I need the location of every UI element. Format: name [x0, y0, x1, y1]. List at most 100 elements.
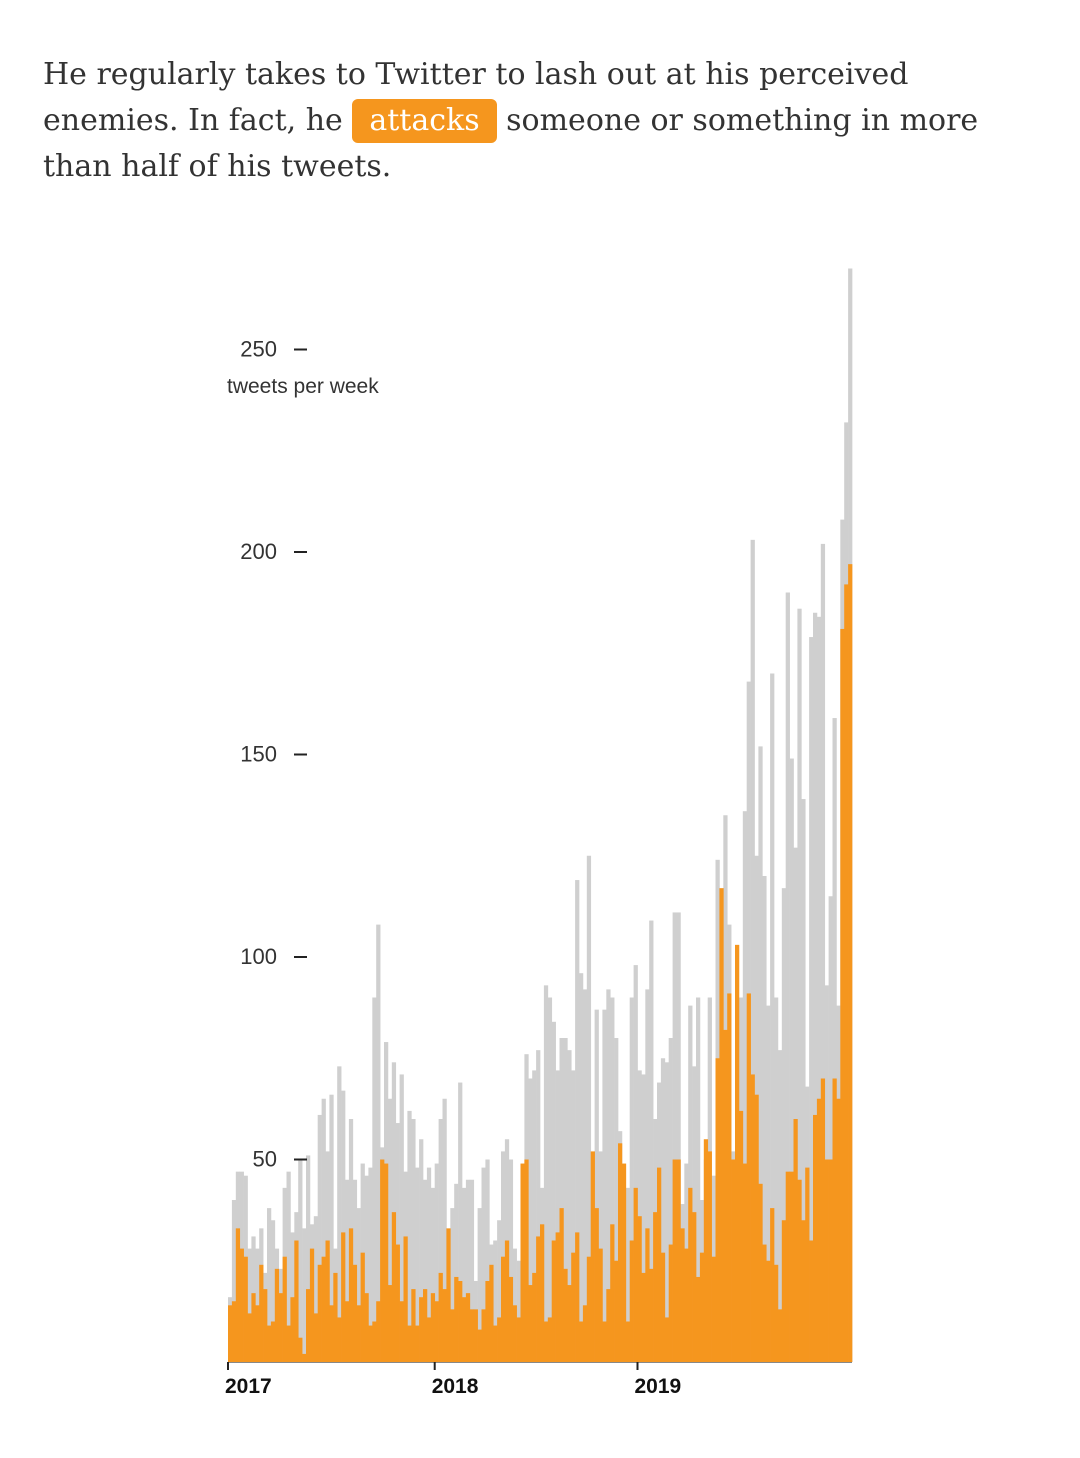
attack-tweets-bar: [816, 1098, 822, 1362]
total-tweets-bar: [750, 539, 755, 1362]
attack-tweets-bar: [302, 1353, 307, 1362]
attack-tweets-bar: [555, 1232, 560, 1362]
total-tweets-bar: [633, 965, 638, 1362]
total-tweets-bar: [610, 997, 615, 1362]
attack-tweets-bar: [313, 1313, 319, 1362]
total-tweets-bar: [789, 758, 794, 1362]
total-tweets-bar: [442, 1098, 447, 1362]
attack-tweets-bar: [629, 1240, 634, 1362]
attack-tweets-bar: [270, 1321, 276, 1362]
total-tweets-bar: [567, 1050, 572, 1362]
total-tweets-bar: [614, 1038, 619, 1362]
attack-tweets-bar: [399, 1301, 404, 1362]
attack-tweets-bar: [267, 1325, 272, 1362]
attack-tweets-bar: [563, 1268, 568, 1362]
attack-tweets-bar: [731, 1159, 736, 1362]
total-tweets-bar: [313, 1216, 319, 1362]
total-tweets-bar: [430, 1187, 436, 1362]
attack-tweets-bar: [672, 1159, 677, 1362]
total-tweets-bar: [462, 1187, 467, 1362]
attack-tweets-bar: [376, 1301, 381, 1362]
attack-tweets-bar: [801, 1220, 806, 1362]
total-tweets-bar: [543, 985, 549, 1362]
total-tweets-bar: [551, 1021, 556, 1362]
attack-tweets-bar: [423, 1289, 428, 1362]
intro-text-after: someone or something in more than half o…: [43, 103, 979, 184]
total-tweets-bar: [696, 997, 701, 1362]
total-tweets-bar: [672, 912, 677, 1362]
total-tweets-bar: [399, 1074, 404, 1362]
attack-tweets-bar: [512, 1305, 517, 1362]
attack-tweets-bar: [274, 1268, 280, 1362]
total-tweets-bar: [649, 920, 654, 1362]
total-tweets-bar: [766, 1005, 771, 1362]
total-tweets-bar: [364, 1175, 369, 1362]
intro-text-before: He regularly takes to Twitter to lash ou…: [43, 57, 909, 138]
total-tweets-bar: [407, 1110, 412, 1362]
total-tweets-bar: [497, 1220, 502, 1362]
total-tweets-bar: [450, 1208, 455, 1362]
attack-tweets-bar: [844, 584, 849, 1362]
total-tweets-bar: [668, 1038, 673, 1362]
attack-tweets-bar: [306, 1289, 311, 1362]
attack-tweets-bar: [664, 1317, 670, 1362]
attack-tweets-bar: [524, 1159, 529, 1362]
attack-tweets-bar: [508, 1276, 514, 1362]
total-tweets-bar: [493, 1240, 498, 1362]
attack-tweets-bar: [446, 1228, 451, 1362]
total-tweets-bar: [625, 1187, 631, 1362]
total-tweets-bar: [816, 616, 822, 1362]
attack-tweets-bar: [325, 1240, 330, 1362]
attack-tweets-bar: [345, 1301, 350, 1362]
attack-tweets-bar: [625, 1321, 631, 1362]
attack-tweets-bar: [785, 1171, 790, 1362]
attack-tweets-bar: [278, 1293, 283, 1362]
attack-tweets-bar: [415, 1325, 420, 1362]
total-tweets-bar: [774, 997, 779, 1362]
attack-tweets-bar: [641, 1272, 646, 1362]
attack-tweets-bar: [828, 1159, 833, 1362]
attack-tweets-bar: [621, 1163, 627, 1362]
attack-tweets-bar: [341, 1232, 346, 1362]
attack-tweets-bar: [696, 1276, 701, 1362]
total-tweets-bar: [508, 1159, 514, 1362]
total-tweets-bar: [376, 924, 381, 1362]
attack-tweets-bar: [477, 1329, 482, 1362]
attack-tweets-bar: [438, 1272, 443, 1362]
attack-tweets-bar: [372, 1321, 377, 1362]
total-tweets-bar: [270, 1220, 276, 1362]
total-tweets-bar: [438, 1119, 443, 1362]
attack-tweets-bar: [243, 1256, 248, 1362]
total-tweets-bar: [247, 1248, 252, 1362]
attack-tweets-bar: [352, 1264, 358, 1362]
total-tweets-bar: [793, 847, 798, 1362]
total-tweets-bar: [423, 1179, 428, 1362]
attack-tweets-bar: [294, 1240, 299, 1362]
intro-paragraph: He regularly takes to Twitter to lash ou…: [43, 52, 1053, 190]
total-tweets-bar: [419, 1139, 424, 1362]
attack-tweets-bar: [711, 1256, 716, 1362]
total-tweets-bar: [547, 997, 553, 1362]
attack-tweets-bar: [805, 1167, 810, 1362]
total-tweets-bar: [465, 1179, 471, 1362]
total-tweets-bar: [820, 543, 826, 1362]
attack-tweets-bar: [680, 1228, 685, 1362]
total-tweets-bar: [582, 989, 588, 1362]
total-tweets-bar: [231, 1200, 237, 1362]
attack-tweets-bar: [228, 1305, 233, 1362]
attack-tweets-bar: [360, 1252, 365, 1362]
attack-tweets-bar: [473, 1309, 478, 1362]
attack-tweets-bar: [520, 1163, 525, 1362]
total-tweets-bar: [809, 637, 814, 1362]
attack-tweets-bar: [356, 1305, 361, 1362]
total-tweets-bar: [606, 989, 611, 1362]
y-axis: 50 100 150 200 250: [240, 337, 307, 1172]
total-tweets-bar: [586, 855, 592, 1362]
y-tick-label: 50: [253, 1147, 277, 1172]
attack-tweets-bar: [465, 1293, 471, 1362]
attack-tweets-bar: [649, 1268, 654, 1362]
total-tweets-bar: [563, 1038, 568, 1362]
x-tick-label: 2019: [635, 1375, 682, 1398]
attack-tweets-bar: [235, 1228, 241, 1362]
attack-tweets-bar: [668, 1244, 673, 1362]
